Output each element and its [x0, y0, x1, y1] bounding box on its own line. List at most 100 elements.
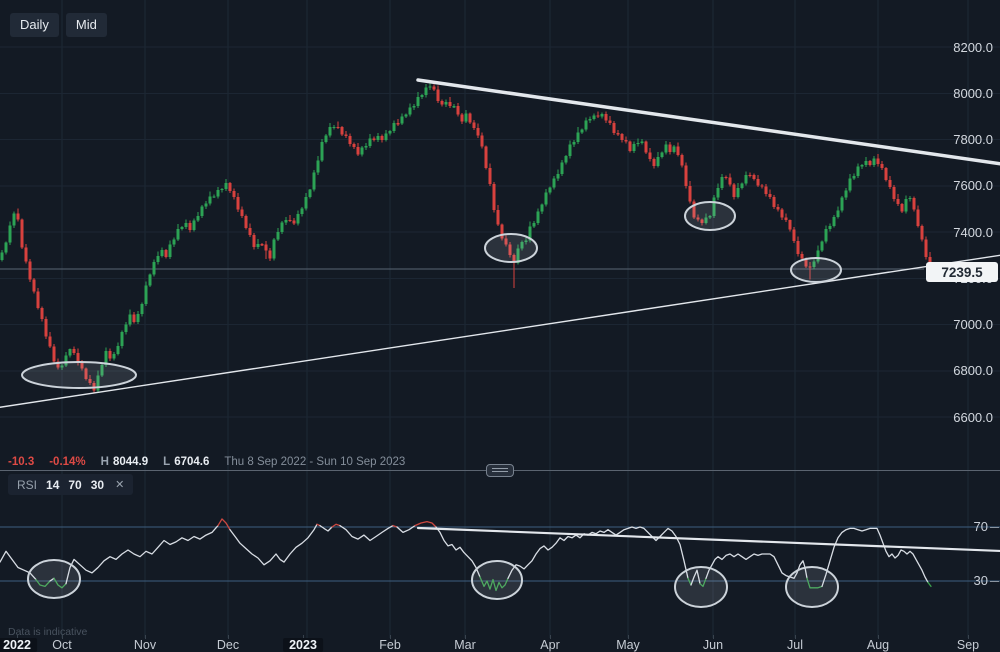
candle-body [812, 261, 816, 267]
candle-body [700, 219, 704, 223]
candle-body [496, 210, 500, 225]
rsi-annotation-ellipse[interactable] [785, 566, 839, 608]
candle-body [164, 250, 168, 257]
candle-body [204, 203, 208, 207]
candle-body [552, 178, 556, 188]
candle-body [28, 261, 32, 280]
candle-body [232, 191, 236, 198]
candle-body [844, 190, 848, 198]
candle-body [564, 156, 568, 163]
time-axis[interactable]: 2022 Oct Nov Dec 2023 Feb Mar Apr May Jun Jul Aug Se… [0, 635, 1000, 652]
price-axis[interactable]: 8200.08000.07800.07600.07400.07200.07000… [930, 0, 1000, 640]
candle-body [280, 222, 284, 232]
trendline-rsi-descending[interactable] [416, 526, 1000, 553]
candle-body [908, 198, 912, 200]
candle-body [660, 152, 664, 158]
candle-body [836, 210, 840, 217]
candle-body [308, 189, 312, 197]
candle-body [748, 174, 752, 177]
rsi-close-icon[interactable]: ✕ [115, 479, 125, 491]
rsi-annotation-ellipse[interactable] [471, 560, 523, 600]
time-axis-tick [713, 635, 714, 639]
candle-body [224, 182, 228, 190]
candle-body [820, 241, 824, 251]
candle-body [544, 192, 548, 205]
rsi-line [414, 520, 437, 528]
candle-body [416, 97, 420, 106]
candle-body [868, 160, 872, 165]
time-axis-label: Dec [216, 638, 240, 652]
rsi-line [331, 523, 341, 528]
annotation-ellipse[interactable] [484, 233, 538, 263]
candle-body [652, 159, 656, 166]
time-axis-label: 2022 [0, 638, 37, 652]
candle-body [268, 250, 272, 259]
rsi-line [806, 577, 823, 589]
candle-body [888, 180, 892, 187]
candle-body [740, 183, 744, 189]
candle-body [720, 176, 724, 189]
rsi-line [339, 524, 394, 542]
time-axis-label: Nov [133, 638, 157, 652]
candle-body [68, 349, 72, 356]
candle-body [168, 244, 172, 257]
candle-body [0, 252, 4, 260]
candle-body [864, 160, 868, 166]
candle-body [768, 194, 772, 198]
candle-body [716, 188, 720, 198]
candle-body [440, 101, 444, 105]
time-axis-label: 2023 [283, 638, 323, 652]
candle-body [792, 229, 796, 241]
time-axis-tick [628, 635, 629, 639]
candle-body [508, 244, 512, 256]
candle-body [500, 224, 504, 239]
candle-body [732, 184, 736, 197]
candle-body [240, 209, 244, 216]
candle-body [264, 244, 268, 251]
candle-body [656, 157, 660, 166]
candle-body [856, 166, 860, 176]
candle-body [608, 120, 612, 124]
rsi-line [35, 578, 51, 588]
annotation-ellipse[interactable] [684, 201, 736, 231]
candle-body [916, 209, 920, 226]
candle-body [832, 216, 836, 226]
rsi-annotation-ellipse[interactable] [674, 566, 728, 608]
candle-body [568, 144, 572, 157]
candle-body [236, 197, 240, 210]
rsi-level-label: 70 [973, 519, 1000, 534]
candle-body [648, 152, 652, 160]
candle-body [84, 368, 88, 379]
trendline-descending-resistance[interactable] [416, 78, 1000, 166]
trendline-ascending-support[interactable] [0, 254, 1000, 408]
candle-body [160, 250, 164, 256]
time-axis-tick [303, 635, 304, 639]
candle-body [412, 105, 416, 108]
candle-body [56, 361, 60, 368]
rsi-indicator-chip[interactable]: RSI 14 70 30 ✕ [8, 474, 134, 495]
candle-body [76, 352, 80, 363]
time-axis-tick [550, 635, 551, 639]
candle-body [252, 234, 256, 248]
panel-resize-handle[interactable] [486, 464, 514, 477]
rsi-line [687, 577, 692, 586]
rsi-annotation-ellipse[interactable] [27, 559, 81, 599]
annotation-ellipse[interactable] [790, 257, 842, 283]
timeframe-daily-button[interactable]: Daily [10, 13, 59, 37]
price-change-percent: -0.14% [49, 456, 86, 468]
candle-body [60, 365, 64, 368]
candle-body [256, 244, 260, 248]
price-axis-label: 8200.0 [953, 39, 993, 55]
price-type-mid-button[interactable]: Mid [65, 13, 107, 37]
time-axis-tick [795, 635, 796, 639]
rsi-line [435, 526, 481, 578]
candle-body [116, 346, 120, 354]
candle-body [580, 129, 584, 133]
candle-body [140, 303, 144, 315]
candle-body [560, 162, 564, 174]
annotation-ellipse[interactable] [21, 361, 137, 389]
candle-body [52, 346, 56, 362]
candle-body [188, 222, 192, 230]
rsi-param-period: 14 [46, 477, 60, 492]
